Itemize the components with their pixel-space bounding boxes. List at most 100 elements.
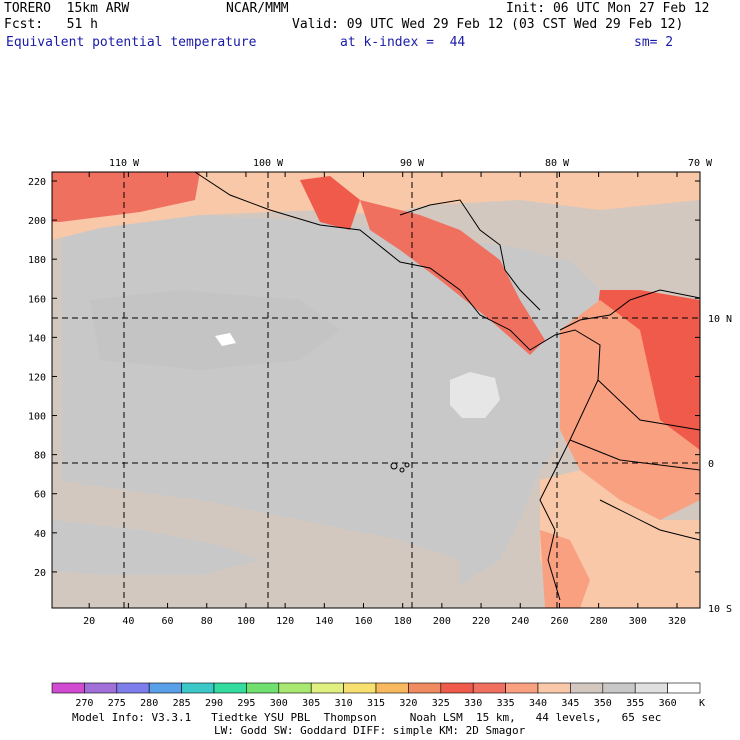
lon-label: 70 W (688, 158, 713, 169)
colorbar-swatch (570, 682, 604, 694)
y-tick-label: 140 (28, 333, 46, 344)
x-tick-label: 140 (315, 616, 333, 627)
gray-sw (52, 520, 260, 575)
lon-label: 100 W (253, 158, 284, 169)
colorbar-swatch (51, 682, 85, 694)
x-tick-label: 120 (276, 616, 294, 627)
x-tick-label: 40 (122, 616, 134, 627)
colorbar-swatch (472, 682, 506, 694)
x-tick-label: 80 (201, 616, 213, 627)
colorbar-label: 280 (140, 698, 158, 709)
colorbar-swatch (440, 682, 474, 694)
latitude-labels: 10 N 0 10 S (708, 314, 732, 615)
lat-label: 10 N (708, 314, 732, 325)
colorbar-swatch (667, 682, 701, 694)
colorbar-swatch (181, 682, 215, 694)
colorbar: 270 275 280 285 290 295 300 305 310 315 320 325 330 3… (51, 682, 705, 709)
colorbar-swatch (343, 682, 377, 694)
colorbar-label: 355 (626, 698, 644, 709)
map-frame (51, 171, 701, 609)
footer-model-info: Model Info: V3.3.1 Tiedtke YSU PBL Thomp… (72, 711, 662, 724)
colorbar-swatch (602, 682, 636, 694)
x-tick-label: 160 (354, 616, 372, 627)
lat-label: 0 (708, 459, 714, 470)
colorbar-label: 340 (529, 698, 547, 709)
coastline-venezuela (559, 289, 701, 331)
y-tick-label: 40 (34, 529, 46, 540)
colorbar-label: 315 (367, 698, 385, 709)
lon-label: 110 W (109, 158, 140, 169)
colorbar-label: 300 (270, 698, 288, 709)
coastline-pacific (194, 171, 601, 601)
y-axis-ticks: 20 40 60 80 100 120 140 160 180 200 220 (28, 177, 700, 579)
colorbar-swatch (246, 682, 280, 694)
colorbar-label: 350 (594, 698, 612, 709)
colorbar-swatch (278, 682, 312, 694)
colorbar-swatch (505, 682, 539, 694)
x-tick-label: 320 (668, 616, 686, 627)
forecast-hour: Fcst: 51 h (4, 17, 98, 32)
x-tick-label: 240 (511, 616, 529, 627)
warm-peru-coast (540, 530, 590, 608)
footer-physics-info: LW: Godd SW: Goddard DIFF: simple KM: 2D… (214, 724, 526, 737)
colorbar-label: 305 (302, 698, 320, 709)
graticule (52, 172, 700, 608)
colorbar-label: 285 (173, 698, 191, 709)
colorbar-swatch (375, 682, 409, 694)
x-tick-label: 200 (433, 616, 451, 627)
model-title: TORERO 15km ARW (4, 1, 130, 16)
y-tick-label: 20 (34, 568, 46, 579)
colorbar-label: 345 (561, 698, 579, 709)
x-tick-label: 280 (590, 616, 608, 627)
x-tick-label: 100 (237, 616, 255, 627)
colorbar-swatch (310, 682, 344, 694)
borders-south-america (569, 379, 701, 541)
hot-nw (52, 172, 200, 222)
field-name: Equivalent potential temperature (6, 35, 257, 50)
colorbar-swatch (408, 682, 442, 694)
x-tick-label: 260 (550, 616, 568, 627)
x-tick-label: 300 (629, 616, 647, 627)
colorbar-swatch (634, 682, 668, 694)
smoothing-label: sm= 2 (634, 35, 674, 50)
tan-south (52, 480, 460, 608)
y-tick-label: 200 (28, 216, 46, 227)
y-tick-label: 160 (28, 294, 46, 305)
colorbar-swatch (537, 682, 571, 694)
y-tick-label: 220 (28, 177, 46, 188)
init-time: Init: 06 UTC Mon 27 Feb 12 (506, 1, 710, 16)
white-patch (215, 333, 236, 346)
colorbar-label: 295 (237, 698, 255, 709)
center-label: NCAR/MMM (226, 1, 289, 16)
colorbar-label: 330 (464, 698, 482, 709)
x-tick-label: 180 (394, 616, 412, 627)
y-tick-label: 80 (34, 451, 46, 462)
lon-label: 90 W (400, 158, 425, 169)
colorbar-label: 275 (108, 698, 126, 709)
colorbar-label: 360 (659, 698, 677, 709)
x-tick-label: 20 (83, 616, 95, 627)
light-patch (450, 372, 500, 418)
lon-label: 80 W (545, 158, 570, 169)
x-tick-label: 60 (162, 616, 174, 627)
x-axis-ticks: 20 40 60 80 100 120 140 160 180 200 220 240 260 280 30… (83, 172, 686, 627)
colorbar-label: 290 (205, 698, 223, 709)
lat-label: 10 S (708, 604, 732, 615)
level-label: at k-index = 44 (340, 35, 466, 50)
colorbar-label: 310 (335, 698, 353, 709)
coastline-caribbean (399, 199, 541, 311)
valid-time: Valid: 09 UTC Wed 29 Feb 12 (03 CST Wed … (292, 17, 684, 32)
y-tick-label: 100 (28, 412, 46, 423)
colorbar-unit: K (699, 698, 705, 709)
colorbar-swatch (213, 682, 247, 694)
y-tick-label: 60 (34, 490, 46, 501)
colorbar-label: 320 (399, 698, 417, 709)
map-panel (51, 171, 701, 609)
x-tick-label: 220 (472, 616, 490, 627)
gray-region-2 (90, 290, 340, 370)
colorbar-label: 335 (497, 698, 515, 709)
colorbar-label: 270 (75, 698, 93, 709)
hot-mexico (300, 176, 360, 230)
colorbar-swatch (148, 682, 182, 694)
